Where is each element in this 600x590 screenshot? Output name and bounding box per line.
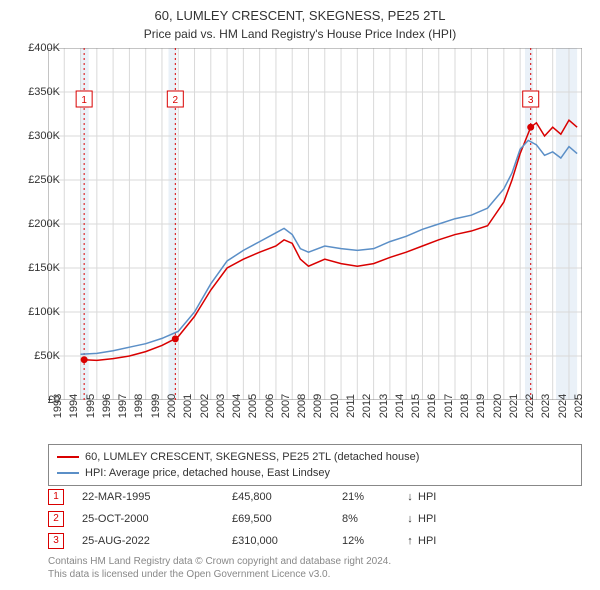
x-tick-label: 1999: [150, 394, 162, 418]
legend-label: HPI: Average price, detached house, East…: [85, 467, 330, 479]
x-tick-label: 2023: [540, 394, 552, 418]
y-tick-label: £200K: [15, 218, 60, 230]
x-tick-label: 1995: [85, 394, 97, 418]
footer-line: Contains HM Land Registry data © Crown c…: [48, 556, 582, 569]
sale-pct: 12%: [342, 535, 402, 547]
legend-swatch: [57, 472, 79, 474]
chart-subtitle: Price paid vs. HM Land Registry's House …: [0, 25, 600, 41]
arrow-down-icon: ↓: [402, 491, 418, 503]
x-tick-label: 2001: [182, 394, 194, 418]
sale-hpi-label: HPI: [418, 513, 458, 525]
x-tick-label: 1997: [117, 394, 129, 418]
x-tick-label: 2016: [426, 394, 438, 418]
x-tick-label: 2018: [459, 394, 471, 418]
sale-marker-number: 3: [48, 533, 64, 549]
x-tick-label: 1996: [101, 394, 113, 418]
x-tick-label: 2006: [264, 394, 276, 418]
y-tick-label: £250K: [15, 174, 60, 186]
sale-price: £310,000: [232, 535, 342, 547]
arrow-down-icon: ↓: [402, 513, 418, 525]
legend-label: 60, LUMLEY CRESCENT, SKEGNESS, PE25 2TL …: [85, 451, 419, 463]
sale-price: £45,800: [232, 491, 342, 503]
sale-date: 25-AUG-2022: [82, 535, 232, 547]
y-tick-label: £300K: [15, 130, 60, 142]
x-tick-label: 2010: [329, 394, 341, 418]
y-tick-label: £350K: [15, 86, 60, 98]
footer-line: This data is licensed under the Open Gov…: [48, 569, 582, 582]
x-tick-label: 2014: [394, 394, 406, 418]
x-tick-label: 2025: [573, 394, 585, 418]
x-tick-label: 2007: [280, 394, 292, 418]
arrow-up-icon: ↑: [402, 535, 418, 547]
sales-table: 122-MAR-1995£45,80021%↓HPI225-OCT-2000£6…: [48, 486, 582, 552]
legend-row: HPI: Average price, detached house, East…: [57, 465, 573, 481]
svg-text:3: 3: [528, 95, 534, 106]
chart-plot-area: 1 2 3: [48, 48, 582, 400]
sale-hpi-label: HPI: [418, 535, 458, 547]
x-tick-label: 1994: [68, 394, 80, 418]
x-tick-label: 1998: [133, 394, 145, 418]
x-tick-label: 2003: [215, 394, 227, 418]
sale-price: £69,500: [232, 513, 342, 525]
x-tick-label: 2020: [492, 394, 504, 418]
x-tick-label: 2022: [524, 394, 536, 418]
svg-text:2: 2: [173, 95, 179, 106]
x-tick-label: 2011: [345, 394, 357, 418]
x-tick-label: 2019: [475, 394, 487, 418]
x-tick-label: 2004: [231, 394, 243, 418]
chart-container: { "title": "60, LUMLEY CRESCENT, SKEGNES…: [0, 0, 600, 590]
chart-svg: 1 2 3: [48, 48, 582, 400]
sale-date: 22-MAR-1995: [82, 491, 232, 503]
x-tick-label: 2008: [296, 394, 308, 418]
x-tick-label: 2009: [312, 394, 324, 418]
x-tick-label: 2000: [166, 394, 178, 418]
x-tick-label: 1993: [52, 394, 64, 418]
sale-hpi-label: HPI: [418, 491, 458, 503]
sale-date: 25-OCT-2000: [82, 513, 232, 525]
sale-marker-number: 2: [48, 511, 64, 527]
sales-row: 3 25-AUG-2022£310,00012%↑HPI: [48, 530, 582, 552]
legend-row: 60, LUMLEY CRESCENT, SKEGNESS, PE25 2TL …: [57, 449, 573, 465]
sale-pct: 8%: [342, 513, 402, 525]
sales-row: 2 25-OCT-2000£69,5008%↓HPI: [48, 508, 582, 530]
y-tick-label: £400K: [15, 42, 60, 54]
footer: Contains HM Land Registry data © Crown c…: [48, 556, 582, 581]
x-tick-label: 2005: [247, 394, 259, 418]
legend-swatch: [57, 456, 79, 458]
y-tick-label: £100K: [15, 306, 60, 318]
svg-text:1: 1: [81, 95, 87, 106]
chart-title: 60, LUMLEY CRESCENT, SKEGNESS, PE25 2TL: [0, 0, 600, 25]
x-tick-label: 2024: [557, 394, 569, 418]
x-tick-label: 2013: [378, 394, 390, 418]
legend: 60, LUMLEY CRESCENT, SKEGNESS, PE25 2TL …: [48, 444, 582, 486]
x-tick-label: 2002: [199, 394, 211, 418]
sales-row: 1 22-MAR-1995£45,80021%↓HPI: [48, 486, 582, 508]
x-tick-label: 2015: [410, 394, 422, 418]
y-tick-label: £50K: [15, 350, 60, 362]
y-tick-label: £150K: [15, 262, 60, 274]
sale-marker-number: 1: [48, 489, 64, 505]
x-tick-label: 2012: [361, 394, 373, 418]
x-tick-label: 2017: [443, 394, 455, 418]
x-tick-label: 2021: [508, 394, 520, 418]
sale-pct: 21%: [342, 491, 402, 503]
